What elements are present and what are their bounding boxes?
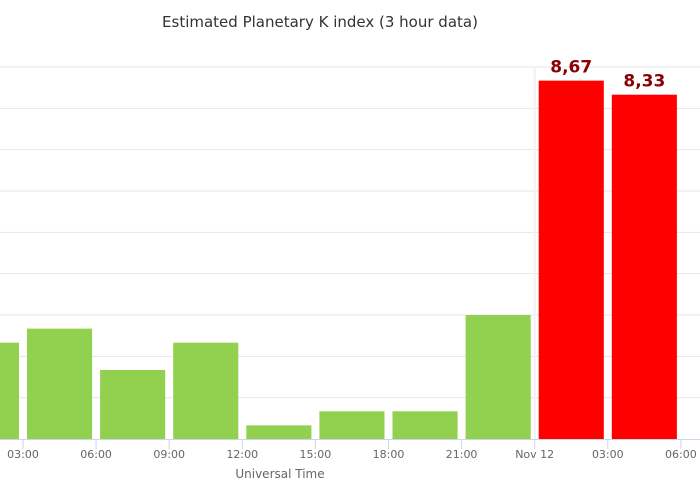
- bar-3[interactable]: [173, 342, 239, 439]
- bar-9[interactable]: [611, 94, 677, 440]
- x-tick-label: 06:00: [80, 448, 112, 461]
- bar-5[interactable]: [319, 411, 385, 439]
- x-tick-label: 18:00: [373, 448, 405, 461]
- bar-0[interactable]: [0, 342, 19, 439]
- x-tick-label: Nov 12: [515, 448, 554, 461]
- bar-4[interactable]: [246, 425, 312, 439]
- bar-8[interactable]: [538, 80, 604, 439]
- x-tick-label: 21:00: [446, 448, 478, 461]
- gridlines: [0, 66, 700, 439]
- bar-1[interactable]: [27, 328, 93, 439]
- data-labels: 8,67 8,33: [550, 58, 665, 92]
- x-tick-label: 03:00: [7, 448, 39, 461]
- x-tick-label: 12:00: [226, 448, 258, 461]
- bars: [0, 80, 677, 440]
- x-tick-label: 15:00: [300, 448, 332, 461]
- data-label: 8,67: [550, 58, 592, 78]
- x-axis-label: Universal Time: [235, 467, 324, 481]
- bar-7[interactable]: [465, 315, 531, 439]
- bar-6[interactable]: [392, 411, 458, 439]
- bar-2[interactable]: [100, 369, 166, 439]
- x-tick-label: 03:00: [592, 448, 624, 461]
- x-tick-label: 09:00: [153, 448, 185, 461]
- data-label: 8,33: [623, 72, 665, 92]
- chart-title: Estimated Planetary K index (3 hour data…: [162, 13, 478, 31]
- x-axis: 03:00 06:00 09:00 12:00 15:00 18:00 21:00 Nov 1…: [0, 439, 700, 461]
- x-tick-label: 06:00: [665, 448, 697, 461]
